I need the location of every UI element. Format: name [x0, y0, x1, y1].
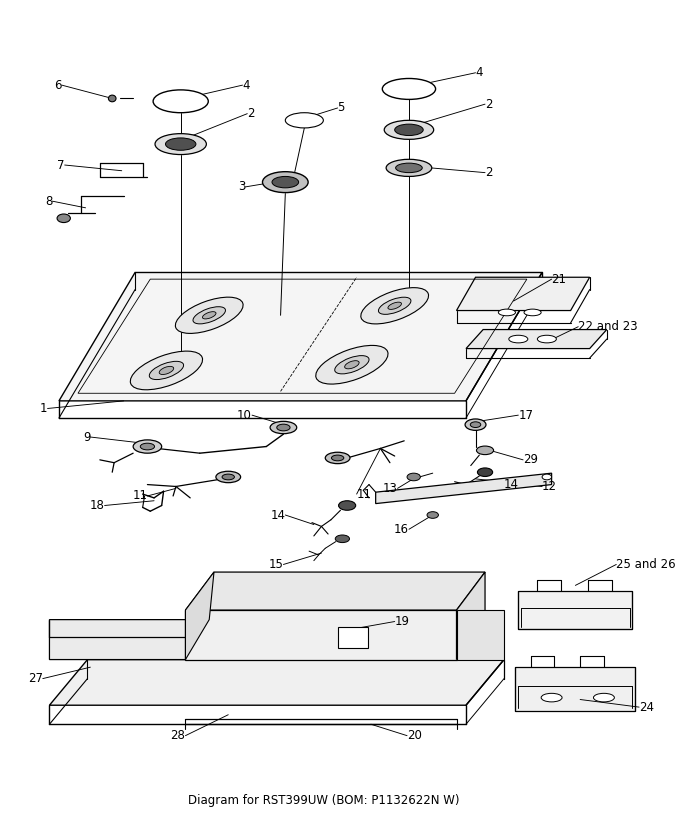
Ellipse shape [286, 113, 324, 128]
Text: Diagram for RST399UW (BOM: P1132622N W): Diagram for RST399UW (BOM: P1132622N W) [188, 794, 459, 807]
Text: 5: 5 [338, 101, 345, 115]
Text: 11: 11 [133, 490, 148, 502]
Ellipse shape [396, 163, 422, 172]
Text: 27: 27 [28, 672, 43, 685]
Ellipse shape [277, 424, 290, 431]
Ellipse shape [165, 138, 196, 150]
Polygon shape [466, 329, 607, 349]
Text: 11: 11 [356, 487, 372, 501]
Text: 14: 14 [504, 478, 519, 491]
Ellipse shape [427, 512, 439, 518]
Ellipse shape [159, 366, 173, 375]
Ellipse shape [471, 422, 481, 427]
Ellipse shape [270, 421, 296, 434]
Polygon shape [515, 667, 635, 711]
Ellipse shape [131, 351, 203, 390]
Ellipse shape [222, 474, 235, 480]
Text: 16: 16 [394, 522, 409, 536]
Text: 22 and 23: 22 and 23 [578, 320, 638, 334]
Ellipse shape [57, 214, 70, 222]
Polygon shape [456, 610, 504, 660]
Text: 15: 15 [269, 558, 284, 571]
Ellipse shape [407, 473, 420, 481]
Text: 19: 19 [394, 615, 409, 628]
Text: 3: 3 [238, 181, 245, 193]
Text: 1: 1 [40, 402, 48, 415]
Text: 25 and 26: 25 and 26 [616, 558, 676, 571]
Ellipse shape [524, 309, 541, 316]
Polygon shape [59, 273, 542, 401]
Ellipse shape [339, 501, 356, 510]
Ellipse shape [394, 124, 423, 135]
Text: 24: 24 [639, 701, 654, 714]
Text: 17: 17 [518, 409, 533, 421]
Ellipse shape [382, 79, 436, 99]
Text: 18: 18 [90, 499, 105, 512]
Polygon shape [186, 572, 214, 660]
Ellipse shape [498, 309, 515, 316]
Text: 7: 7 [57, 159, 65, 171]
Ellipse shape [465, 419, 486, 431]
Text: 12: 12 [542, 480, 557, 493]
Ellipse shape [175, 297, 243, 334]
Ellipse shape [384, 120, 434, 140]
Polygon shape [50, 660, 504, 706]
Polygon shape [518, 591, 632, 630]
Ellipse shape [155, 134, 206, 155]
Ellipse shape [386, 160, 432, 176]
Ellipse shape [541, 693, 562, 702]
Ellipse shape [262, 171, 308, 192]
Polygon shape [186, 610, 456, 660]
Polygon shape [456, 572, 485, 660]
Ellipse shape [509, 335, 528, 343]
Ellipse shape [345, 360, 359, 369]
Text: 20: 20 [407, 729, 422, 742]
Ellipse shape [388, 302, 401, 309]
Ellipse shape [316, 345, 388, 384]
Ellipse shape [216, 472, 241, 482]
Text: 28: 28 [171, 729, 186, 742]
Text: 2: 2 [485, 166, 492, 179]
Ellipse shape [379, 298, 411, 314]
Text: 4: 4 [243, 79, 250, 92]
Polygon shape [375, 473, 551, 503]
Ellipse shape [133, 440, 162, 453]
Ellipse shape [335, 355, 369, 374]
Polygon shape [456, 278, 590, 310]
Ellipse shape [594, 693, 614, 702]
Polygon shape [50, 619, 209, 660]
Text: 4: 4 [475, 66, 483, 79]
Text: 6: 6 [54, 79, 62, 92]
Bar [338, 627, 368, 648]
Ellipse shape [335, 535, 350, 543]
Ellipse shape [537, 335, 556, 343]
Ellipse shape [193, 307, 226, 324]
Polygon shape [186, 572, 485, 610]
Text: 14: 14 [271, 508, 286, 522]
Ellipse shape [325, 452, 350, 464]
Text: 9: 9 [83, 431, 90, 444]
Text: 29: 29 [523, 453, 538, 466]
Text: 21: 21 [551, 273, 566, 286]
Ellipse shape [331, 455, 344, 461]
Ellipse shape [272, 176, 299, 188]
Ellipse shape [477, 446, 494, 455]
Text: 13: 13 [383, 482, 398, 495]
Text: 8: 8 [45, 195, 52, 207]
Ellipse shape [150, 361, 184, 380]
Text: 10: 10 [237, 409, 252, 421]
Text: 2: 2 [248, 107, 255, 120]
Ellipse shape [203, 312, 216, 319]
Ellipse shape [542, 474, 551, 480]
Ellipse shape [361, 288, 428, 324]
Ellipse shape [140, 443, 154, 450]
Text: 2: 2 [485, 98, 492, 110]
Ellipse shape [477, 468, 492, 477]
Ellipse shape [153, 90, 208, 113]
Ellipse shape [108, 95, 116, 102]
